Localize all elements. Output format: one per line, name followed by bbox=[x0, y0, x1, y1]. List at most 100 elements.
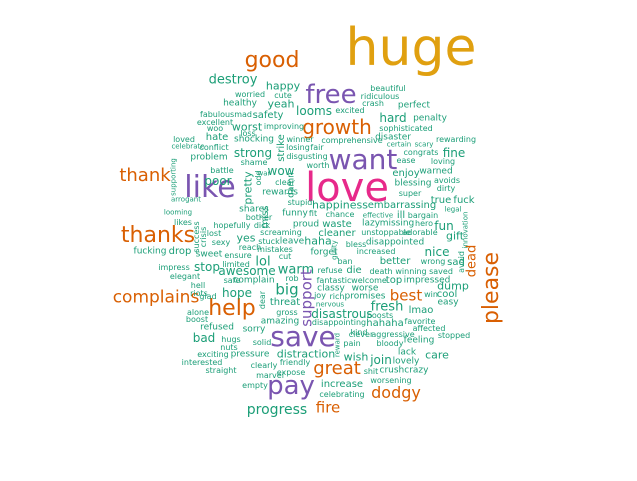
word-like: like bbox=[184, 170, 236, 205]
word-shame: shame bbox=[240, 158, 268, 167]
word-pain: pain bbox=[343, 339, 361, 348]
word-saved: saved bbox=[429, 267, 453, 276]
word-innovation: innovation bbox=[461, 211, 470, 249]
word-lazy: lazy bbox=[361, 218, 381, 229]
word-straight: straight bbox=[205, 366, 237, 375]
word-shit: shit bbox=[363, 367, 379, 376]
word-sad: sad bbox=[447, 257, 465, 268]
word-happiness: happiness bbox=[312, 198, 368, 212]
word-interested: interested bbox=[181, 358, 223, 367]
word-true: true bbox=[430, 195, 452, 206]
word-avoid: avoid bbox=[457, 251, 466, 273]
word-refuse: refuse bbox=[317, 266, 343, 275]
word-please: please bbox=[479, 251, 504, 325]
word-fire: fire bbox=[315, 398, 341, 417]
word-dear: dear bbox=[258, 290, 267, 310]
word-rich: rich bbox=[329, 292, 345, 301]
word-impress: impress bbox=[158, 263, 190, 272]
word-save: save bbox=[270, 320, 336, 353]
word-hugs: hugs bbox=[221, 335, 241, 344]
word-dead: dead bbox=[464, 244, 480, 278]
word-losing: losing bbox=[286, 143, 310, 152]
word-top: top bbox=[385, 275, 403, 286]
word-welcome: welcome bbox=[351, 276, 387, 285]
word-cleaner: cleaner bbox=[318, 228, 356, 239]
word-dirty: dirty bbox=[436, 184, 456, 193]
word-strong: strong bbox=[233, 146, 273, 160]
word-join: join bbox=[370, 353, 392, 367]
word-pressure: pressure bbox=[230, 349, 270, 360]
word-increased: increased bbox=[356, 247, 396, 256]
word-die: die bbox=[346, 265, 362, 276]
word-stopped: stopped bbox=[437, 331, 471, 340]
word-boosts: boosts bbox=[366, 311, 394, 320]
word-cute: cute bbox=[274, 91, 292, 100]
word-fit: fit bbox=[308, 209, 318, 218]
word-nuts: nuts bbox=[220, 343, 238, 352]
word-stupid: stupid bbox=[287, 198, 313, 207]
word-hate: hate bbox=[205, 132, 229, 143]
word-penalty: penalty bbox=[413, 113, 447, 124]
word-fabulousmad: fabulousmad bbox=[200, 110, 252, 119]
word-looming: looming bbox=[163, 208, 193, 217]
word-big: big bbox=[275, 280, 299, 299]
word-hero: hero bbox=[415, 219, 433, 228]
word-worse: worse bbox=[351, 283, 379, 294]
word-ill: ill bbox=[396, 210, 406, 221]
word-free: free bbox=[305, 80, 357, 110]
word-impressed: impressed bbox=[403, 275, 451, 286]
word-certain: certain bbox=[386, 140, 412, 149]
word-reach: reach bbox=[238, 243, 262, 252]
word-guilty: guilty bbox=[330, 240, 339, 260]
word-disastrous: disastrous bbox=[311, 307, 373, 321]
word-best: best bbox=[389, 286, 423, 305]
word-thank: thank bbox=[119, 165, 171, 186]
word-clearly: clearly bbox=[250, 361, 278, 370]
word-fair: fair bbox=[310, 143, 324, 152]
word-embarrassing: embarrassing bbox=[367, 200, 437, 211]
word-love: love bbox=[305, 165, 389, 211]
word-dick: dick bbox=[253, 221, 271, 230]
word-avoids: avoids bbox=[434, 176, 460, 185]
word-bargain: bargain bbox=[407, 211, 439, 220]
word-wrong: wrong bbox=[420, 257, 446, 266]
word-friendly: friendly bbox=[279, 358, 311, 367]
word-kind: kind bbox=[350, 328, 368, 337]
word-hope: hope bbox=[222, 286, 252, 300]
word-worsening: worsening bbox=[370, 376, 412, 385]
word-elegant: elegant bbox=[169, 272, 201, 281]
word-funny: funny bbox=[282, 208, 308, 219]
word-ridiculous: ridiculous bbox=[360, 92, 400, 101]
word-rewards: rewards bbox=[262, 187, 298, 198]
word-strike: strike bbox=[276, 134, 287, 162]
word-yeah: yeah bbox=[267, 97, 295, 111]
word-comprehensive: comprehensive bbox=[321, 136, 383, 145]
word-miss: miss bbox=[260, 205, 271, 229]
word-chance: chance bbox=[325, 210, 355, 219]
word-amazing: amazing bbox=[260, 316, 300, 327]
word-gross: gross bbox=[276, 308, 298, 317]
word-fucking: fucking bbox=[133, 246, 167, 257]
word-battle: battle bbox=[210, 166, 234, 175]
word-winner: winner bbox=[286, 135, 314, 144]
word-safety: safety bbox=[252, 110, 284, 121]
word-looms: looms bbox=[296, 104, 332, 118]
word-proud: proud bbox=[292, 219, 320, 230]
word-distraction: distraction bbox=[276, 347, 336, 361]
word-stuck: stuck bbox=[258, 237, 280, 246]
word-celebrating: celebrating bbox=[319, 390, 365, 399]
word-joy: joy bbox=[314, 291, 326, 300]
word-happy: happy bbox=[265, 79, 301, 93]
word-disappointing: disappointing bbox=[311, 318, 367, 327]
word-leave: leave bbox=[279, 236, 305, 247]
word-growth: growth bbox=[302, 115, 372, 139]
word-nervous: nervous bbox=[315, 300, 345, 309]
word-ban: ban bbox=[337, 257, 353, 266]
word-pay: pay bbox=[267, 371, 315, 401]
word-fun: fun bbox=[434, 219, 454, 233]
word-solid: solid bbox=[252, 338, 272, 347]
word-loving: loving bbox=[430, 157, 456, 166]
word-sweet: sweet bbox=[195, 249, 223, 260]
word-conflict: conflict bbox=[199, 143, 229, 152]
word-poor: poor bbox=[204, 174, 232, 188]
